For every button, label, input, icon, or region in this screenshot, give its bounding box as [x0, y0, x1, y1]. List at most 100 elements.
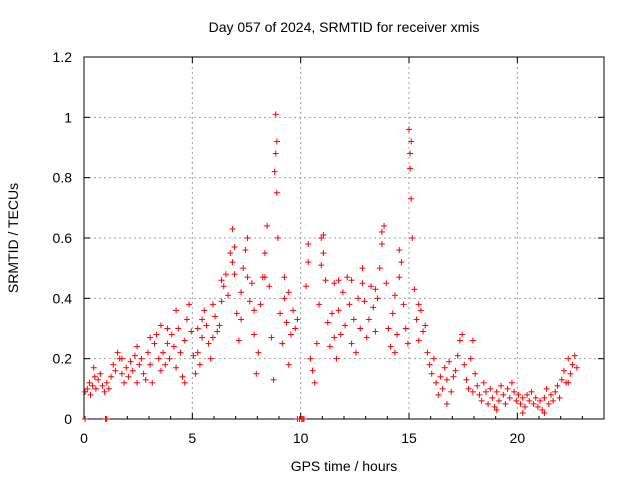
data-point: [556, 394, 563, 401]
data-point: [537, 397, 544, 404]
data-point: [491, 403, 498, 410]
data-point: [394, 331, 401, 338]
data-point: [376, 265, 383, 272]
data-point: [229, 225, 236, 232]
data-point: [519, 409, 526, 416]
data-point: [318, 262, 325, 269]
data-point: [370, 304, 377, 311]
data-point: [242, 247, 249, 254]
data-point: [190, 352, 197, 359]
data-point: [554, 382, 561, 389]
data-point: [118, 355, 125, 362]
data-point: [257, 301, 264, 308]
data-point: [513, 397, 520, 404]
data-point: [270, 376, 277, 383]
data-point: [539, 406, 546, 413]
data-point: [112, 367, 119, 374]
data-point: [489, 394, 496, 401]
data-point: [406, 126, 412, 133]
data-point: [89, 382, 96, 389]
data-point: [480, 379, 487, 386]
data-point: [153, 331, 160, 338]
data-point: [352, 349, 359, 356]
data-point: [454, 352, 461, 359]
data-point: [283, 319, 290, 326]
data-point: [157, 322, 164, 329]
data-point: [331, 334, 338, 341]
data-point: [571, 352, 578, 359]
y-axis-label: SRMTID / TECUs: [5, 183, 21, 293]
data-point: [90, 364, 97, 371]
data-point: [105, 385, 112, 392]
data-point: [381, 222, 388, 229]
data-point: [344, 274, 351, 281]
data-point: [339, 289, 346, 296]
data-point: [160, 349, 167, 356]
data-point: [299, 416, 306, 422]
data-point: [225, 292, 232, 299]
data-point: [209, 301, 216, 308]
data-point: [118, 370, 125, 377]
data-point: [426, 361, 433, 368]
data-point: [313, 340, 320, 347]
data-point: [235, 337, 242, 344]
data-point: [465, 385, 472, 392]
data-point: [261, 274, 268, 281]
data-point: [114, 349, 121, 356]
data-point: [424, 349, 431, 356]
data-point: [244, 235, 251, 241]
data-point: [359, 265, 366, 272]
data-point: [274, 235, 281, 241]
data-point: [307, 355, 314, 362]
data-point: [469, 337, 476, 344]
data-point: [402, 325, 409, 332]
y-tick-label: 0.4: [53, 290, 73, 306]
data-point: [316, 301, 323, 308]
data-point: [335, 277, 342, 284]
data-point: [121, 379, 128, 386]
data-point: [175, 325, 182, 332]
data-point: [231, 271, 238, 278]
data-point: [433, 379, 440, 386]
data-point: [482, 388, 489, 395]
data-point: [417, 307, 424, 314]
data-point: [450, 373, 457, 380]
data-point: [281, 274, 288, 281]
y-tick-label: 1.2: [53, 49, 73, 65]
data-point: [374, 295, 381, 302]
data-point: [227, 250, 234, 257]
data-point: [181, 379, 188, 386]
data-point: [179, 373, 186, 380]
data-point: [212, 313, 219, 320]
data-point: [87, 391, 94, 398]
data-point: [342, 322, 349, 329]
data-point: [305, 259, 312, 266]
data-point: [255, 349, 262, 356]
data-point: [459, 331, 466, 338]
data-point: [478, 397, 485, 404]
x-axis-label: GPS time / hours: [291, 458, 398, 474]
data-point: [86, 379, 93, 386]
x-tick-label: 20: [510, 430, 526, 446]
data-point: [404, 340, 411, 347]
data-point: [103, 379, 110, 386]
data-point: [285, 361, 292, 368]
data-point: [441, 364, 448, 371]
data-point: [218, 277, 225, 284]
data-point: [324, 319, 331, 326]
data-point: [264, 222, 271, 229]
data-point: [550, 397, 557, 404]
data-point: [355, 295, 362, 302]
data-point: [502, 400, 509, 407]
data-point: [138, 355, 145, 362]
data-point: [209, 334, 216, 341]
data-point: [244, 274, 251, 281]
data-point: [287, 331, 294, 338]
data-point: [199, 316, 206, 323]
x-tick-label: 5: [188, 430, 196, 446]
data-point: [173, 307, 180, 314]
data-point: [547, 391, 554, 398]
chart-title: Day 057 of 2024, SRMTID for receiver xmi…: [209, 19, 480, 35]
data-point: [528, 388, 535, 395]
